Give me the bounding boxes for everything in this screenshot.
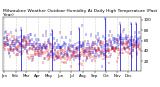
Text: Milwaukee Weather Outdoor Humidity At Daily High Temperature (Past Year): Milwaukee Weather Outdoor Humidity At Da… [3,9,157,17]
